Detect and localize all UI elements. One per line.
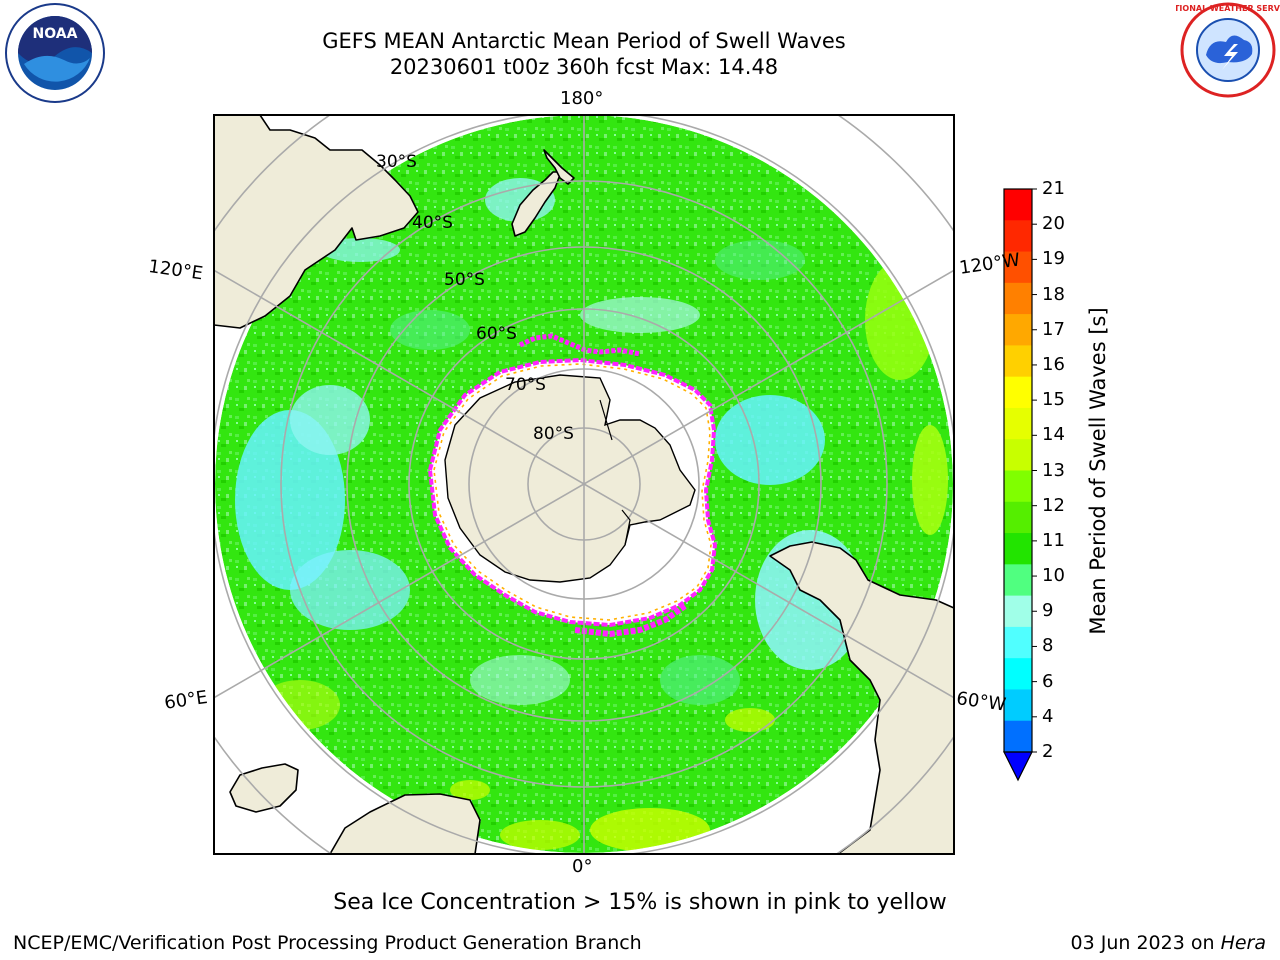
colorbar-segment [1004,658,1032,690]
lon-label-180: 180° [560,88,604,109]
colorbar-tick-label: 11 [1042,529,1065,551]
footer-right: 03 Jun 2023 on Hera [1071,932,1266,954]
colorbar-segment [1004,251,1032,284]
colorbar-segment [1004,282,1032,315]
antarctica [427,333,718,638]
sea-ice-note: Sea Ice Concentration > 15% is shown in … [333,890,947,915]
footer-host: Hera [1220,932,1266,954]
colorbar-tick-label: 8 [1042,635,1054,657]
noaa-logo-text: NOAA [33,26,78,42]
colorbar-segment [1004,689,1032,722]
colorbar-segment [1004,564,1032,597]
colorbar-tick-label: 16 [1042,353,1065,375]
colorbar-tick-label: 14 [1042,424,1065,446]
map-frame [213,114,955,855]
colorbar-label: Mean Period of Swell Waves [s] [1086,307,1110,635]
footer-date: 03 Jun 2023 on [1070,932,1221,954]
nws-logo: NATIONAL WEATHER SERVICE [1176,2,1280,98]
continents [214,115,954,854]
nws-logo-text: NATIONAL WEATHER SERVICE [1176,4,1280,13]
colorbar-tick-label: 21 [1042,178,1065,199]
colorbar-tick-label: 17 [1042,318,1065,340]
colorbar-tick-label: 13 [1042,459,1065,481]
lon-label-0: 0° [572,856,593,877]
lat-label-80s: 80°S [533,424,574,444]
colorbar-tick-label: 2 [1042,741,1054,762]
lat-label-50s: 50°S [444,270,485,290]
colorbar-segment [1004,533,1032,565]
colorbar-tick-label: 10 [1042,565,1065,587]
colorbar-tick-label: 18 [1042,283,1065,305]
colorbar-tick-label: 20 [1042,213,1065,235]
chart-title: GEFS MEAN Antarctic Mean Period of Swell… [322,29,846,53]
lat-label-70s: 70°S [505,375,546,395]
colorbar-segment [1004,720,1032,753]
colorbar-extension [1003,751,1033,782]
colorbar-segment [1004,345,1032,378]
colorbar-tick-label: 6 [1042,670,1054,692]
colorbar-segment [1004,626,1032,659]
colorbar-tick-label: 19 [1042,248,1065,270]
footer-left: NCEP/EMC/Verification Post Processing Pr… [13,932,642,954]
lat-label-30s: 30°S [376,152,417,172]
colorbar-segment [1004,439,1032,471]
colorbar-tick-label: 15 [1042,389,1065,411]
colorbar [1003,188,1037,782]
colorbar-tick-label: 4 [1042,705,1054,727]
colorbar-tick-label: 12 [1042,494,1065,516]
lat-label-40s: 40°S [412,213,453,233]
colorbar-segment [1004,470,1032,503]
colorbar-segment [1004,595,1032,628]
lat-label-60s: 60°S [476,324,517,344]
colorbar-segment [1004,220,1032,253]
noaa-logo: NOAA [5,3,105,103]
colorbar-segment [1004,376,1032,409]
colorbar-segment [1004,314,1032,346]
colorbar-segment [1004,407,1032,440]
chart-subtitle: 20230601 t00z 360h fcst Max: 14.48 [389,55,779,79]
colorbar-segment [1004,189,1032,221]
colorbar-segment [1004,501,1032,534]
colorbar-tick-label: 9 [1042,600,1054,622]
